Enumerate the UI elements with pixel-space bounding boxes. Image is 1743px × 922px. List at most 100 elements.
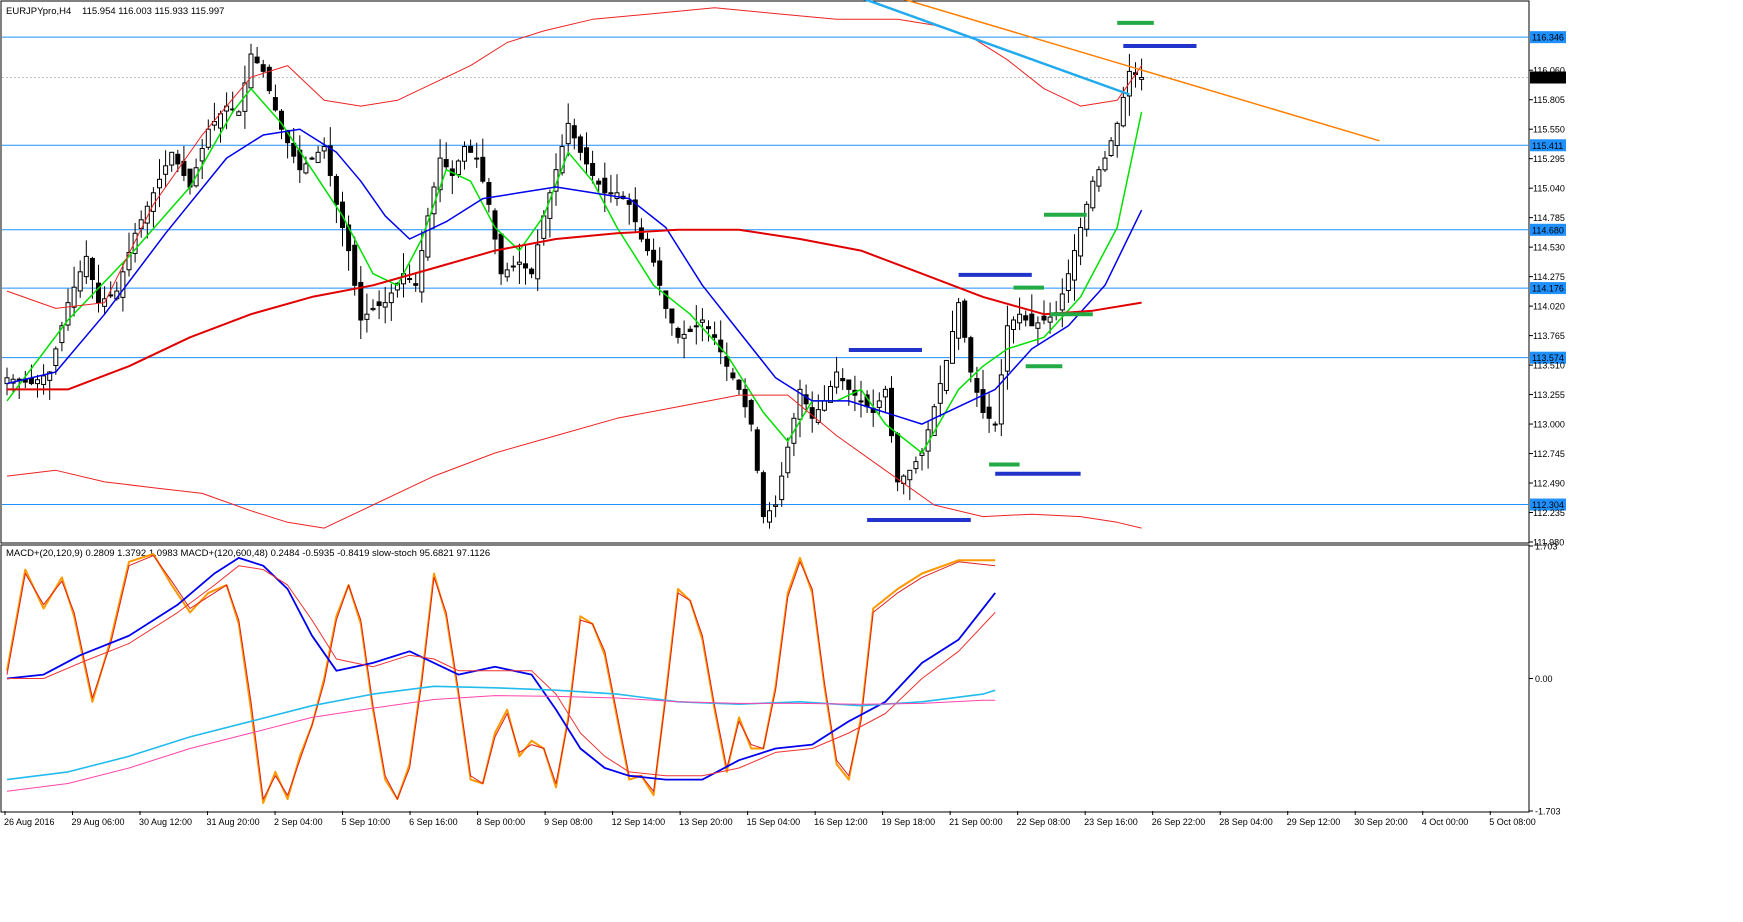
candle-body: [462, 146, 467, 162]
candle-body: [1114, 122, 1120, 146]
candle-body: [943, 359, 949, 391]
candle-body: [730, 372, 736, 379]
candle-body: [425, 215, 431, 258]
trendline-orange: [903, 0, 1380, 142]
price-tick-label: 115.040: [1533, 184, 1565, 194]
price-tick-label: 113.765: [1533, 331, 1565, 341]
candle-body: [1011, 319, 1016, 331]
candle-body: [1047, 316, 1053, 323]
candle-body: [1059, 293, 1065, 311]
price-tick-label: 112.745: [1533, 449, 1565, 459]
candle-body: [559, 146, 565, 174]
candle-body: [669, 308, 675, 324]
candle-body: [1035, 322, 1041, 329]
time-tick-label: 30 Aug 12:00: [139, 817, 192, 827]
candle-body: [83, 255, 89, 278]
candle-body: [950, 331, 955, 364]
candle-body: [913, 461, 919, 470]
candle-body: [626, 200, 632, 205]
candle-body: [834, 371, 840, 388]
candle-body: [218, 113, 223, 129]
candle-body: [1065, 273, 1071, 292]
candle-body: [651, 249, 657, 263]
candle-body: [663, 290, 669, 309]
candle-body: [89, 257, 95, 281]
candle-body: [773, 504, 779, 507]
candle-body: [1029, 313, 1035, 327]
candle-body: [1139, 77, 1145, 80]
candle-body: [828, 385, 833, 403]
candle-body: [602, 177, 608, 194]
level-tag: [1530, 351, 1566, 364]
candle-body: [931, 406, 937, 436]
time-tick-label: 2 Sep 04:00: [274, 817, 323, 827]
axis-layer: 116.346 115.411 114.680 114.176 113.574 112.3…: [4, 31, 1566, 827]
price-tick-label: 112.490: [1533, 479, 1565, 489]
candle-body: [96, 282, 101, 304]
candle-body: [382, 302, 388, 308]
price-tick-label: 114.020: [1533, 302, 1565, 312]
candle-body: [346, 224, 352, 252]
candle-body: [388, 292, 394, 304]
level-tag-label: 113.574: [1532, 353, 1564, 363]
ma-green: [6, 87, 1143, 454]
candle-body: [956, 302, 962, 339]
candle-body: [980, 389, 986, 413]
stoch-red: [6, 555, 996, 800]
candle-body: [1084, 203, 1090, 230]
candle-body: [309, 157, 315, 160]
time-tick-label: 28 Sep 04:00: [1219, 817, 1273, 827]
main-panel: EURJPYpro,H4 115.954 116.003 115.933 115…: [0, 0, 1530, 544]
candle-body: [675, 327, 681, 338]
time-tick-label: 4 Oct 00:00: [1422, 817, 1469, 827]
candle-body: [712, 334, 718, 338]
candle-body: [28, 377, 34, 385]
candle-body: [968, 337, 974, 373]
candle-body: [797, 388, 803, 420]
candle-body: [41, 375, 47, 385]
time-tick-label: 19 Sep 18:00: [882, 817, 936, 827]
indicator-tick-label: 1.703: [1535, 542, 1558, 552]
candle-body: [77, 271, 83, 292]
candle-body: [754, 429, 760, 471]
candle-body: [1017, 313, 1023, 324]
candle-body: [571, 125, 577, 139]
candle-body: [455, 160, 461, 175]
candle-body: [895, 433, 901, 483]
level-tag: [1530, 282, 1566, 295]
candle-body: [59, 325, 65, 344]
candle-body: [907, 469, 913, 481]
candle-body: [364, 313, 370, 320]
price-tick-label: 113.255: [1533, 390, 1565, 400]
candle-body: [724, 356, 730, 367]
candle-body: [803, 394, 809, 405]
price-tick-label: 114.275: [1533, 272, 1565, 282]
time-tick-label: 5 Sep 10:00: [342, 817, 391, 827]
candle-body: [657, 260, 663, 286]
candle-body: [523, 263, 528, 269]
candle-body: [577, 136, 583, 153]
level-tag-label: 114.680: [1532, 225, 1564, 235]
candle-body: [413, 283, 419, 286]
candle-body: [681, 333, 687, 339]
ma-red-thick: [7, 228, 1142, 391]
candle-body: [236, 111, 242, 116]
candle-body: [498, 233, 504, 275]
candle-body: [120, 271, 126, 298]
time-tick-label: 16 Sep 12:00: [814, 817, 868, 827]
candle-body: [291, 142, 297, 157]
ohlc-label: 115.954 116.003 115.933 115.997: [82, 6, 224, 17]
candle-body: [706, 326, 711, 330]
price-tick-label: 112.235: [1533, 508, 1565, 518]
candle-body: [199, 147, 205, 162]
time-tick-label: 26 Aug 2016: [4, 817, 55, 827]
candle-body: [266, 66, 272, 92]
candle-body: [645, 238, 650, 252]
candle-body: [876, 400, 882, 408]
indicator-tick-label: -1.703: [1535, 807, 1561, 817]
level-tag: [1530, 498, 1566, 511]
candle-body: [529, 268, 535, 275]
candle-body: [272, 97, 278, 111]
price-tick-label: 115.550: [1533, 125, 1565, 135]
candle-body: [53, 348, 59, 367]
